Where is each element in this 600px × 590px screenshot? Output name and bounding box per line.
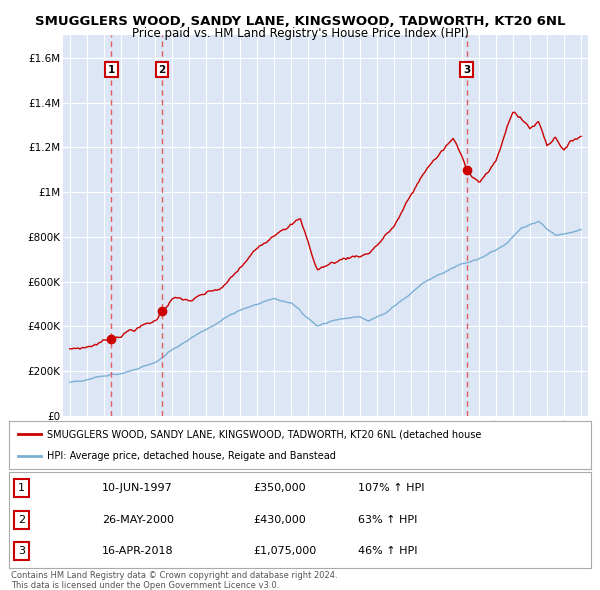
Text: 2: 2 xyxy=(18,515,25,525)
Text: 63% ↑ HPI: 63% ↑ HPI xyxy=(358,515,418,525)
Text: 1: 1 xyxy=(19,483,25,493)
Text: 10-JUN-1997: 10-JUN-1997 xyxy=(102,483,173,493)
Text: SMUGGLERS WOOD, SANDY LANE, KINGSWOOD, TADWORTH, KT20 6NL (detached house: SMUGGLERS WOOD, SANDY LANE, KINGSWOOD, T… xyxy=(47,429,481,439)
Text: £430,000: £430,000 xyxy=(253,515,306,525)
Text: 107% ↑ HPI: 107% ↑ HPI xyxy=(358,483,425,493)
Text: HPI: Average price, detached house, Reigate and Banstead: HPI: Average price, detached house, Reig… xyxy=(47,451,336,461)
Text: Price paid vs. HM Land Registry's House Price Index (HPI): Price paid vs. HM Land Registry's House … xyxy=(131,27,469,40)
Text: SMUGGLERS WOOD, SANDY LANE, KINGSWOOD, TADWORTH, KT20 6NL: SMUGGLERS WOOD, SANDY LANE, KINGSWOOD, T… xyxy=(35,15,565,28)
Text: Contains HM Land Registry data © Crown copyright and database right 2024.: Contains HM Land Registry data © Crown c… xyxy=(11,571,337,579)
Text: This data is licensed under the Open Government Licence v3.0.: This data is licensed under the Open Gov… xyxy=(11,581,279,589)
Text: 2: 2 xyxy=(158,65,166,75)
Text: 46% ↑ HPI: 46% ↑ HPI xyxy=(358,546,418,556)
Text: 1: 1 xyxy=(108,65,115,75)
Text: 3: 3 xyxy=(19,546,25,556)
Text: £1,075,000: £1,075,000 xyxy=(253,546,317,556)
Text: 16-APR-2018: 16-APR-2018 xyxy=(102,546,174,556)
Text: £350,000: £350,000 xyxy=(253,483,306,493)
Text: 26-MAY-2000: 26-MAY-2000 xyxy=(102,515,174,525)
Text: 3: 3 xyxy=(463,65,470,75)
